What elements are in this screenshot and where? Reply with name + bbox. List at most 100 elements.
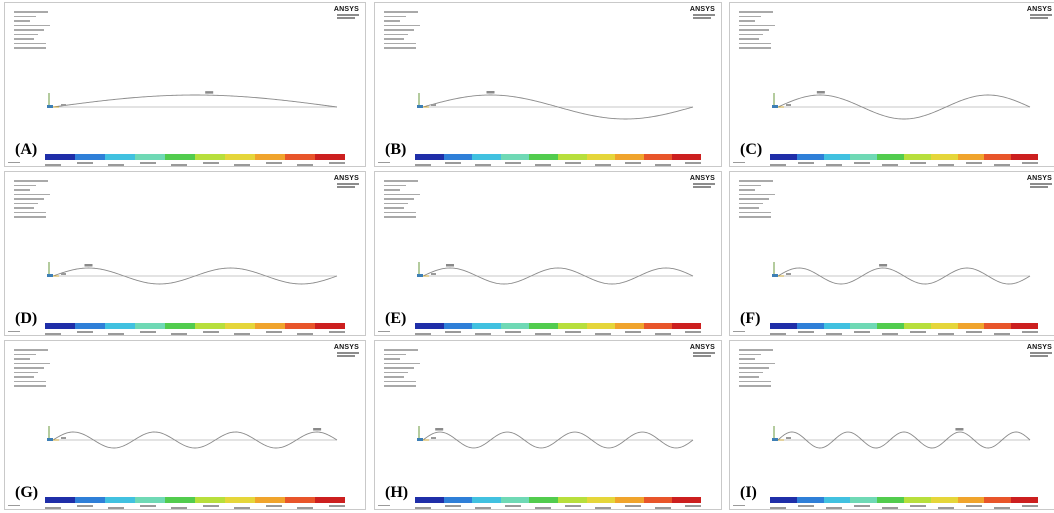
contour-legend-swatch: [557, 323, 587, 329]
ansys-version-smudge: [693, 352, 715, 358]
support-triad-icon: [417, 426, 436, 441]
contour-legend-swatch: [850, 497, 878, 503]
contour-legend-swatch: [850, 323, 878, 329]
contour-legend-swatch: [225, 497, 255, 503]
support-triad-icon: [417, 262, 436, 277]
contour-legend-swatch: [105, 497, 135, 503]
contour-legend-swatch: [770, 323, 797, 329]
mode-shape-panel: ANSYS (C): [729, 2, 1054, 167]
contour-legend-swatch: [672, 154, 701, 160]
mode-shape-panel: ANSYS (D): [4, 171, 366, 336]
contour-legend-bar: [45, 154, 345, 160]
contour-legend-ticks: [415, 331, 701, 335]
max-displacement-marker: [486, 91, 495, 94]
contour-legend-swatch: [586, 323, 616, 329]
contour-legend-bar: [415, 154, 701, 160]
contour-legend-swatch: [443, 497, 473, 503]
contour-legend-swatch: [903, 497, 931, 503]
ansys-version-smudge: [1030, 14, 1052, 20]
ansys-logo: ANSYS: [689, 175, 715, 182]
ansys-version-smudge: [693, 183, 715, 189]
support-triad-icon: [772, 93, 791, 108]
contour-legend-swatch: [615, 497, 644, 503]
support-triad-icon: [417, 93, 436, 108]
ansys-logo: ANSYS: [1026, 175, 1052, 182]
deformed-shape-curve: [422, 267, 694, 285]
contour-legend-swatch: [135, 323, 165, 329]
contour-legend-swatch: [984, 497, 1012, 503]
contour-legend-ticks: [415, 162, 701, 166]
panel-label: (C): [740, 141, 763, 158]
mode-shape-plot: [47, 91, 338, 108]
max-displacement-marker: [435, 428, 444, 431]
contour-legend-swatch: [195, 154, 225, 160]
ansys-version-smudge: [693, 14, 715, 20]
contour-legend-swatch: [930, 497, 958, 503]
contour-legend-swatch: [105, 323, 135, 329]
mode-shape-panel: ANSYS (B): [374, 2, 722, 167]
contour-legend-swatch: [770, 154, 797, 160]
ansys-version-smudge: [1030, 183, 1052, 189]
contour-legend-swatch: [823, 497, 851, 503]
contour-legend-swatch: [415, 154, 444, 160]
contour-legend-swatch: [45, 154, 75, 160]
contour-legend-swatch: [195, 497, 225, 503]
mode-shape-panel: ANSYS (G): [4, 340, 366, 510]
contour-legend-swatch: [529, 323, 558, 329]
ansys-version-smudge: [337, 14, 359, 20]
solution-info-block: [739, 180, 799, 221]
contour-legend-swatch: [472, 323, 501, 329]
contour-legend-swatch: [75, 497, 105, 503]
contour-legend-swatch: [984, 154, 1012, 160]
contour-legend-ticks: [770, 505, 1038, 509]
max-displacement-marker: [313, 428, 322, 431]
ansys-logo: ANSYS: [333, 175, 359, 182]
contour-legend-swatch: [135, 154, 165, 160]
mode-shape-plot: [417, 426, 694, 449]
contour-legend-swatch: [285, 154, 315, 160]
contour-legend-swatch: [1011, 323, 1038, 329]
contour-legend-swatch: [850, 154, 878, 160]
contour-legend-swatch: [45, 497, 75, 503]
contour-legend-swatch: [957, 323, 985, 329]
max-displacement-marker: [446, 264, 454, 267]
contour-legend-swatch: [1011, 497, 1038, 503]
ansys-logo: ANSYS: [1026, 344, 1052, 351]
contour-legend-swatch: [105, 154, 135, 160]
contour-legend-swatch: [877, 154, 904, 160]
contour-legend-swatch: [195, 323, 225, 329]
panel-label: (G): [15, 484, 39, 501]
contour-legend-swatch: [557, 497, 587, 503]
support-triad-icon: [47, 93, 66, 108]
ansys-logo: ANSYS: [333, 344, 359, 351]
contour-legend-swatch: [957, 497, 985, 503]
contour-legend-swatch: [315, 323, 345, 329]
contour-legend-swatch: [984, 323, 1012, 329]
nodal-solution-tag: [378, 161, 390, 163]
contour-legend-swatch: [285, 323, 315, 329]
contour-legend-swatch: [415, 497, 444, 503]
contour-legend-ticks: [770, 331, 1038, 335]
contour-legend-swatch: [903, 323, 931, 329]
panel-label: (F): [740, 310, 761, 327]
contour-legend-swatch: [643, 497, 673, 503]
contour-legend-swatch: [443, 323, 473, 329]
contour-legend-bar: [45, 323, 345, 329]
panel-label: (H): [385, 484, 409, 501]
deformed-shape-curve: [422, 431, 694, 449]
contour-legend-swatch: [796, 154, 824, 160]
contour-legend-swatch: [903, 154, 931, 160]
mode-shape-panel: ANSYS (E): [374, 171, 722, 336]
mode-shape-panel: ANSYS (A): [4, 2, 366, 167]
contour-legend-swatch: [672, 323, 701, 329]
contour-legend-ticks: [45, 331, 345, 335]
contour-legend-swatch: [672, 497, 701, 503]
contour-legend-swatch: [529, 497, 558, 503]
support-triad-icon: [772, 426, 791, 441]
mode-shape-plot: [772, 91, 1031, 120]
contour-legend-ticks: [45, 162, 345, 166]
contour-legend-swatch: [615, 323, 644, 329]
deformed-shape-curve: [422, 94, 694, 120]
contour-legend-swatch: [472, 154, 501, 160]
